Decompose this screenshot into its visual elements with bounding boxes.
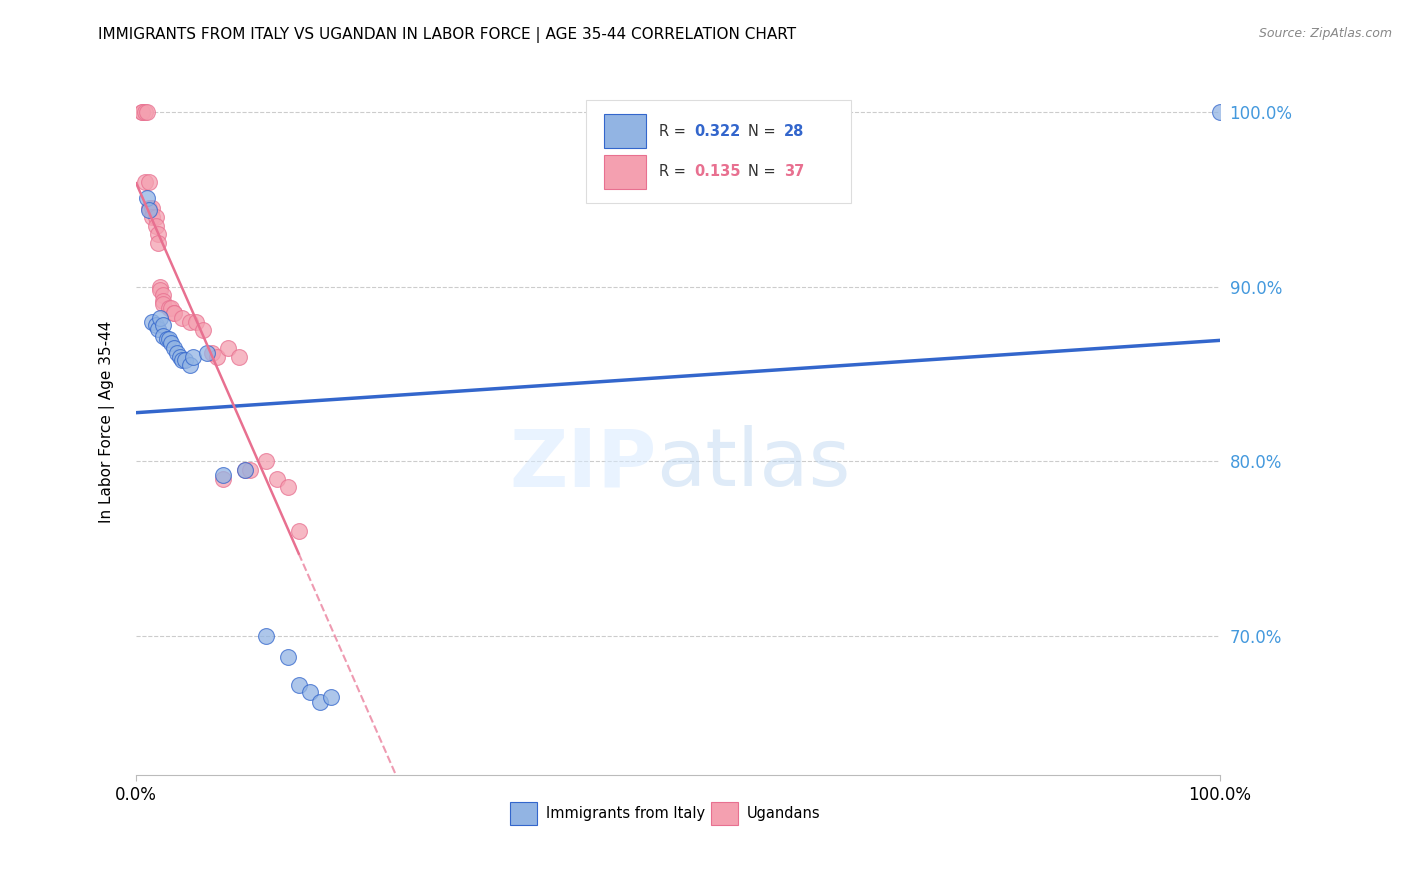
Point bbox=[179, 358, 201, 372]
Point bbox=[145, 318, 167, 332]
Point bbox=[207, 350, 229, 364]
Text: N =: N = bbox=[748, 124, 780, 139]
Y-axis label: In Labor Force | Age 35-44: In Labor Force | Age 35-44 bbox=[100, 321, 115, 523]
Text: N =: N = bbox=[748, 164, 780, 179]
Point bbox=[277, 480, 299, 494]
Text: Source: ZipAtlas.com: Source: ZipAtlas.com bbox=[1258, 27, 1392, 40]
Point bbox=[157, 301, 180, 315]
Text: 37: 37 bbox=[785, 164, 804, 179]
Point bbox=[136, 105, 159, 120]
Bar bbox=[710, 802, 738, 825]
Text: 0.322: 0.322 bbox=[695, 124, 741, 139]
FancyBboxPatch shape bbox=[586, 100, 852, 202]
Point bbox=[152, 288, 174, 302]
Point bbox=[195, 346, 218, 360]
Point bbox=[166, 346, 188, 360]
Point bbox=[212, 468, 235, 483]
Bar bbox=[510, 802, 537, 825]
Point bbox=[170, 353, 193, 368]
Point bbox=[145, 219, 167, 233]
Point bbox=[152, 297, 174, 311]
Point bbox=[146, 235, 169, 250]
Text: Ugandans: Ugandans bbox=[747, 806, 820, 821]
Point bbox=[174, 353, 197, 368]
Point bbox=[239, 463, 262, 477]
Text: Immigrants from Italy: Immigrants from Italy bbox=[546, 806, 704, 821]
Point bbox=[138, 201, 160, 215]
Point bbox=[193, 323, 215, 337]
Point bbox=[163, 306, 186, 320]
Point bbox=[309, 695, 332, 709]
Point bbox=[179, 315, 201, 329]
Point bbox=[146, 227, 169, 242]
Point bbox=[134, 105, 156, 120]
Point bbox=[163, 306, 186, 320]
Point bbox=[266, 472, 288, 486]
Text: IMMIGRANTS FROM ITALY VS UGANDAN IN LABOR FORCE | AGE 35-44 CORRELATION CHART: IMMIGRANTS FROM ITALY VS UGANDAN IN LABO… bbox=[98, 27, 797, 43]
Point bbox=[152, 293, 174, 308]
Bar bbox=[605, 154, 645, 189]
Point bbox=[1209, 105, 1232, 120]
Point bbox=[149, 311, 172, 326]
Point bbox=[184, 315, 207, 329]
Point bbox=[233, 463, 256, 477]
Point bbox=[155, 332, 177, 346]
Point bbox=[163, 341, 186, 355]
Point bbox=[136, 191, 159, 205]
Point bbox=[160, 301, 183, 315]
Text: atlas: atlas bbox=[657, 425, 851, 503]
Point bbox=[228, 350, 250, 364]
Text: 28: 28 bbox=[785, 124, 804, 139]
Point bbox=[170, 311, 193, 326]
Point bbox=[145, 210, 167, 224]
Text: R =: R = bbox=[658, 124, 690, 139]
Point bbox=[277, 649, 299, 664]
Point bbox=[146, 321, 169, 335]
Text: 0.135: 0.135 bbox=[695, 164, 741, 179]
Point bbox=[287, 524, 309, 538]
Text: R =: R = bbox=[658, 164, 690, 179]
Point bbox=[181, 350, 204, 364]
Point bbox=[254, 454, 277, 468]
Point bbox=[134, 175, 156, 189]
Point bbox=[152, 328, 174, 343]
Point bbox=[138, 202, 160, 217]
Point bbox=[212, 472, 235, 486]
Point bbox=[233, 463, 256, 477]
Point bbox=[138, 175, 160, 189]
Point bbox=[287, 678, 309, 692]
Point bbox=[141, 201, 163, 215]
Point bbox=[149, 279, 172, 293]
Point bbox=[157, 332, 180, 346]
Point bbox=[131, 105, 153, 120]
Point bbox=[254, 629, 277, 643]
Point bbox=[298, 684, 321, 698]
Text: ZIP: ZIP bbox=[509, 425, 657, 503]
Point bbox=[321, 690, 343, 704]
Point bbox=[141, 315, 163, 329]
Point bbox=[131, 105, 153, 120]
Point bbox=[149, 283, 172, 297]
Point bbox=[141, 210, 163, 224]
Point bbox=[201, 346, 224, 360]
Point bbox=[152, 318, 174, 332]
Point bbox=[169, 350, 191, 364]
Point bbox=[160, 335, 183, 350]
Point bbox=[217, 341, 239, 355]
Bar bbox=[605, 114, 645, 148]
